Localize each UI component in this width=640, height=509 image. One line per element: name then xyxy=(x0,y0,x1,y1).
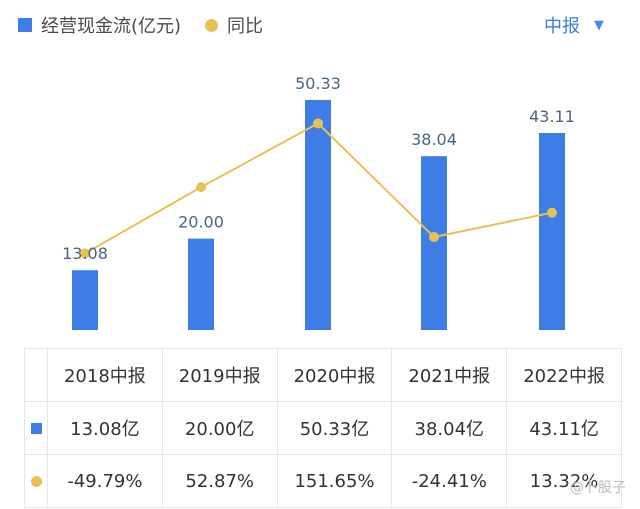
chevron-down-icon: ▼ xyxy=(594,17,604,33)
yoy-cell: -49.79% xyxy=(47,454,163,508)
bar-1 xyxy=(188,238,214,330)
header-cell: 2019中报 xyxy=(161,348,278,402)
header-cell: 2020中报 xyxy=(276,348,393,402)
bar-legend-label: 经营现金流(亿元) xyxy=(41,16,182,37)
bar-4 xyxy=(539,132,565,330)
chart-legend: 经营现金流(亿元) 同比 xyxy=(18,12,263,38)
cash-flow-chart: 13.08 20.00 50.33 38.04 43.11 xyxy=(62,74,575,330)
yoy-row: -49.79% 52.87% 151.65% -24.41% 13.32% xyxy=(24,454,622,508)
bar-value-label: 13.08 xyxy=(62,244,108,263)
bar-3 xyxy=(421,156,447,330)
yoy-point-2 xyxy=(313,118,323,129)
cash-flow-row: 13.08亿 20.00亿 50.33亿 38.04亿 43.11亿 xyxy=(24,401,622,455)
bar-2 xyxy=(305,100,331,330)
bar-row-marker xyxy=(30,422,42,434)
bar-legend-swatch xyxy=(18,18,32,32)
period-selector[interactable]: 中报 ▼ xyxy=(544,12,604,38)
value-cell: 38.04亿 xyxy=(391,401,508,455)
line-legend-label: 同比 xyxy=(227,16,264,37)
line-legend-swatch xyxy=(205,18,219,32)
watermark: @卜股子 xyxy=(570,480,626,496)
yoy-cell: -24.41% xyxy=(391,454,508,508)
bar-value-label: 50.33 xyxy=(295,74,341,93)
bar-value-label: 20.00 xyxy=(178,213,224,232)
value-cell: 13.08亿 xyxy=(47,401,163,455)
yoy-cell: 13.32% xyxy=(506,454,622,508)
yoy-cell: 52.87% xyxy=(161,454,278,508)
value-cell: 50.33亿 xyxy=(276,401,393,455)
period-selector-label: 中报 xyxy=(544,16,580,37)
yoy-cell: 151.65% xyxy=(276,454,393,508)
header-cell: 2018中报 xyxy=(47,348,163,402)
yoy-point-4 xyxy=(547,207,557,218)
value-cell: 20.00亿 xyxy=(161,401,278,455)
yoy-point-1 xyxy=(196,182,206,193)
bar-value-label: 43.11 xyxy=(529,107,575,126)
value-cell: 43.11亿 xyxy=(506,401,622,455)
yoy-point-0 xyxy=(80,248,90,259)
line-row-marker xyxy=(30,475,42,487)
bar-0 xyxy=(72,270,98,330)
table-header-row: 2018中报 2019中报 2020中报 2021中报 2022中报 xyxy=(24,348,622,402)
header-cell: 2021中报 xyxy=(391,348,508,402)
bar-value-label: 38.04 xyxy=(411,130,457,149)
yoy-point-3 xyxy=(429,232,439,243)
data-table: 2018中报 2019中报 2020中报 2021中报 2022中报 13.08… xyxy=(24,348,622,508)
header-cell: 2022中报 xyxy=(506,348,622,402)
